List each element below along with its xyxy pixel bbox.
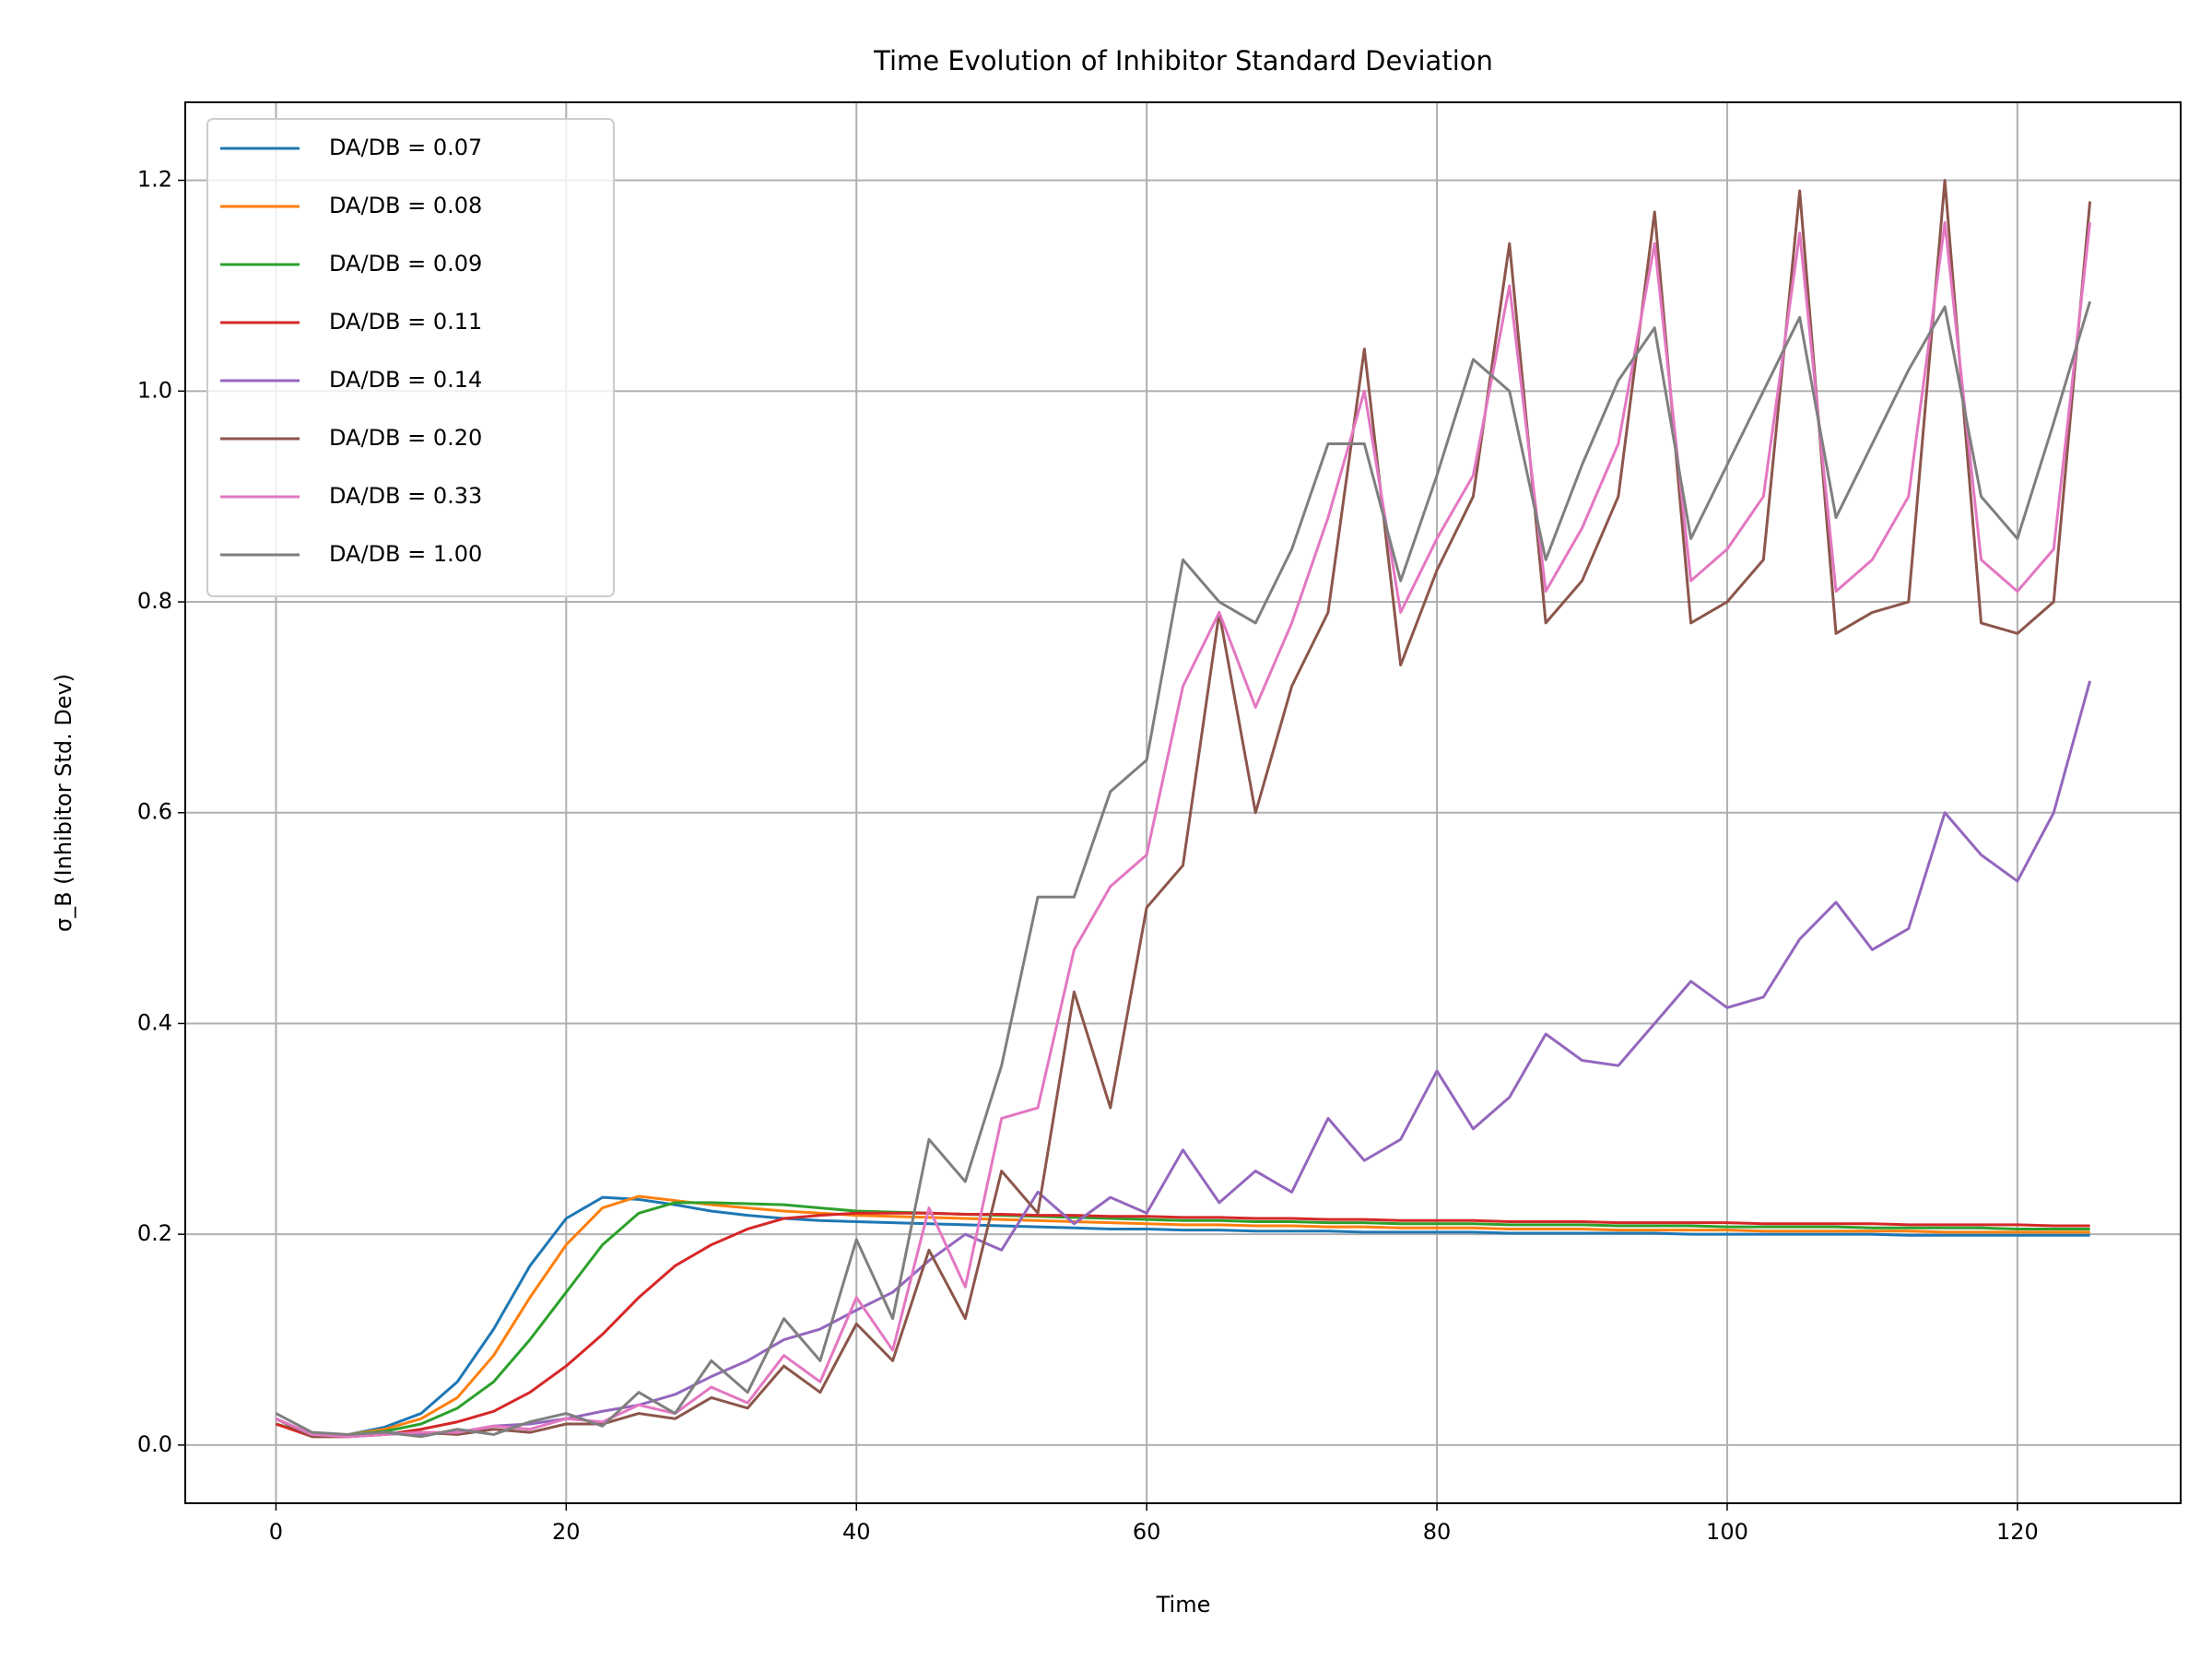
legend-label: DA/DB = 0.09 [329, 251, 482, 276]
y-tick-label: 1.0 [137, 377, 172, 403]
axes-frame [184, 101, 2182, 1504]
legend-label: DA/DB = 0.07 [329, 135, 482, 160]
legend-box [206, 118, 615, 597]
grid [185, 102, 2181, 1503]
legend-label: DA/DB = 0.33 [329, 483, 482, 509]
y-tick-label: 0.0 [137, 1431, 172, 1457]
x-tick-label: 0 [269, 1519, 283, 1545]
y-tick-label: 1.2 [137, 167, 172, 193]
x-tick-label: 100 [1706, 1519, 1748, 1545]
data-line [275, 1201, 2090, 1436]
legend-label: DA/DB = 0.11 [329, 309, 482, 335]
data-line [275, 1211, 2090, 1439]
y-tick-label: 0.6 [137, 799, 172, 825]
y-tick-label: 0.4 [137, 1009, 172, 1035]
legend: DA/DB = 0.07 DA/DB = 0.08 DA/DB = 0.09 DA/D… [206, 118, 615, 597]
data-line [275, 1195, 2090, 1436]
x-tick-label: 20 [552, 1519, 581, 1545]
legend-label: DA/DB = 0.14 [329, 367, 482, 393]
legend-label: DA/DB = 0.08 [329, 193, 482, 218]
y-tick-label: 0.8 [137, 588, 172, 614]
chart-title: Time Evolution of Inhibitor Standard Dev… [873, 45, 1493, 76]
y-axis-label: σ_B (Inhibitor Std. Dev) [51, 674, 76, 932]
y-tick-label: 0.2 [137, 1220, 172, 1246]
legend-label: DA/DB = 0.20 [329, 425, 482, 451]
x-tick-label: 40 [842, 1519, 871, 1545]
ticks: 0 20 40 60 80 100 120 0.0 0.2 0.4 0.6 0.8 1.0 1.2 [137, 167, 2039, 1545]
legend-label: DA/DB = 1.00 [329, 541, 482, 567]
x-axis-label: Time [1156, 1592, 1211, 1618]
x-tick-label: 60 [1133, 1519, 1161, 1545]
plot-area [275, 179, 2092, 1439]
x-tick-label: 80 [1423, 1519, 1452, 1545]
data-line [275, 300, 2092, 1439]
data-line [275, 220, 2092, 1439]
data-line [275, 1194, 2090, 1436]
x-tick-label: 120 [1996, 1519, 2039, 1545]
